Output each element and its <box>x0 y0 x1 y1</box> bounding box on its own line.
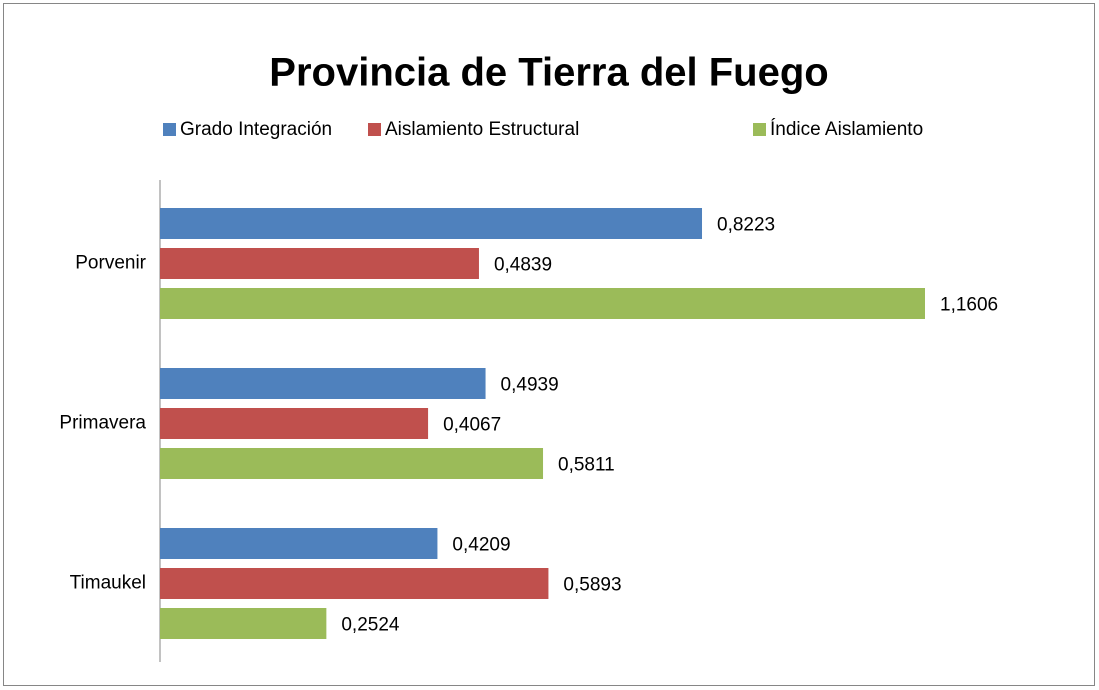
legend-swatch <box>753 123 766 136</box>
bar <box>160 608 327 639</box>
y-tick-label: Timaukel <box>70 573 146 594</box>
chart-title: Provincia de Tierra del Fuego <box>269 51 828 95</box>
data-label: 0,5811 <box>558 455 615 476</box>
data-label: 0,4209 <box>452 535 510 556</box>
data-label: 0,8223 <box>717 215 775 236</box>
legend-label: Aislamiento Estructural <box>385 119 579 140</box>
bar <box>160 528 438 559</box>
data-label: 0,4067 <box>443 415 501 436</box>
bar <box>160 568 549 599</box>
legend-swatch <box>163 123 176 136</box>
y-tick-label: Primavera <box>59 413 146 434</box>
legend-label: Grado Integración <box>180 119 332 140</box>
bar <box>160 368 486 399</box>
y-tick-label: Porvenir <box>75 253 146 274</box>
bar <box>160 448 544 479</box>
bar <box>160 208 703 239</box>
legend-label: Índice Aislamiento <box>770 119 923 140</box>
data-label: 0,5893 <box>563 575 621 596</box>
data-label: 0,4939 <box>501 375 559 396</box>
bar <box>160 408 429 439</box>
data-label: 1,1606 <box>940 295 998 316</box>
data-label: 0,4839 <box>494 255 552 276</box>
bar <box>160 248 479 279</box>
data-label: 0,2524 <box>341 615 400 636</box>
legend-swatch <box>368 123 381 136</box>
bar <box>160 288 925 319</box>
